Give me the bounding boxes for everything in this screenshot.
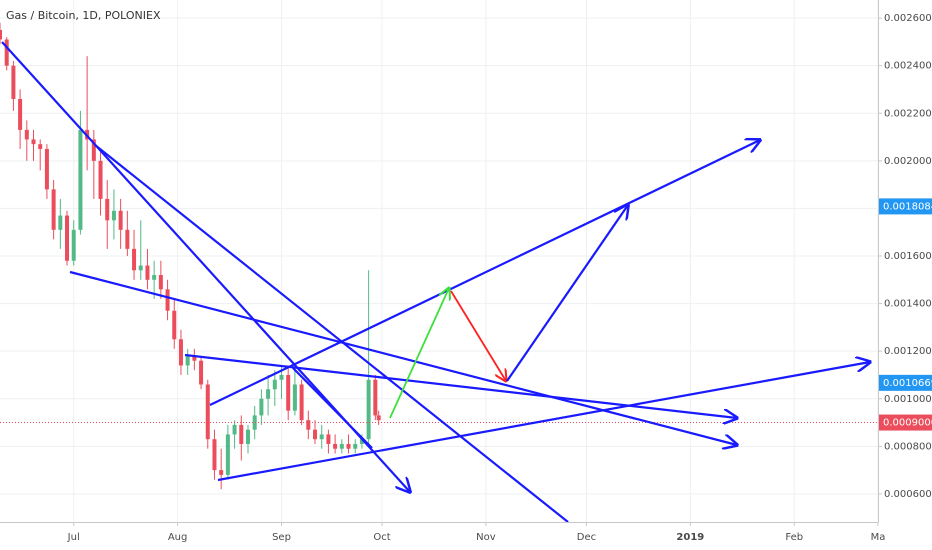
candle-body: [98, 160, 103, 199]
candle-body: [0, 29, 2, 40]
candle-body: [346, 443, 351, 449]
y-tick-label: 0.00260000: [884, 13, 932, 24]
y-tick-label: 0.00060000: [884, 489, 932, 500]
candle-body: [272, 379, 277, 390]
forecast-arrow: [506, 205, 628, 382]
price-label-box: [879, 198, 932, 215]
candle-body: [212, 439, 217, 471]
candle-body: [185, 355, 190, 366]
y-tick-label: 0.00240000: [884, 61, 932, 72]
price-label-box: [879, 414, 932, 431]
trend-line: [292, 367, 373, 449]
chart-title: Gas / Bitcoin, 1D, POLONIEX: [6, 9, 161, 22]
candle-body: [219, 470, 224, 475]
candle-body: [359, 439, 364, 444]
y-tick-label: 0.00100000: [884, 394, 932, 405]
candle-body: [205, 384, 210, 440]
candle-body: [266, 389, 271, 399]
candle-body: [299, 384, 304, 421]
candle-body: [319, 434, 324, 440]
y-tick-label: 0.00220000: [884, 108, 932, 119]
candle-body: [105, 198, 110, 221]
y-tick-label: 0.00140000: [884, 299, 932, 310]
grid: [0, 0, 879, 522]
candle-body: [306, 420, 311, 430]
candle-body: [145, 265, 150, 280]
candle-body: [138, 265, 143, 271]
candle-body: [366, 379, 371, 440]
candle-body: [78, 129, 83, 230]
y-tick-label: 0.00160000: [884, 251, 932, 262]
forecast-arrow: [389, 288, 449, 419]
candle-body: [326, 434, 331, 444]
candle-body: [232, 424, 237, 435]
x-tick-label: Ma: [871, 532, 886, 543]
candle-body: [286, 374, 291, 411]
candle-body: [333, 443, 338, 449]
candle-body: [91, 139, 96, 161]
candle-body: [239, 424, 244, 444]
candle-body: [24, 129, 29, 140]
candle-body: [178, 339, 183, 366]
candle-body: [225, 434, 230, 475]
candles: [0, 22, 878, 490]
price-label: 0.00106691: [883, 378, 932, 389]
candle-body: [111, 210, 116, 221]
x-tick-label: Oct: [373, 532, 390, 543]
x-tick-label: Sep: [272, 532, 291, 543]
candle-body: [165, 289, 170, 311]
candle-body: [313, 429, 318, 440]
candle-body: [339, 443, 344, 449]
candle-body: [44, 148, 49, 190]
candle-body: [199, 360, 204, 385]
axes: 0.00060000 0.00080000 0.00100000 0.00120000…: [67, 13, 932, 543]
trend-line: [184, 353, 737, 418]
candle-body: [353, 443, 358, 449]
candle-body: [252, 415, 257, 430]
candle-body: [18, 98, 23, 130]
x-tick-label: Dec: [577, 532, 596, 543]
candle-body: [118, 210, 123, 230]
candle-body: [51, 189, 56, 230]
candle-body: [132, 248, 137, 271]
x-tick-label: Feb: [785, 532, 803, 543]
price-label: 0.00090000: [883, 418, 932, 429]
candle-body: [4, 39, 9, 66]
candle-body: [11, 65, 16, 99]
y-tick-label: 0.00200000: [884, 156, 932, 167]
candle-body: [71, 229, 76, 261]
trend-line: [217, 362, 870, 482]
candle-body: [376, 415, 381, 421]
price-label: 0.00180848: [883, 201, 932, 212]
candle-body: [172, 310, 177, 340]
candle-body: [245, 429, 250, 444]
candle-body: [38, 144, 43, 149]
candle-body: [65, 215, 70, 261]
x-tick-label: Nov: [476, 532, 496, 543]
candle-body: [158, 275, 163, 290]
forecast-arrow: [450, 290, 506, 381]
candle-body: [125, 229, 130, 249]
candle-body: [152, 275, 157, 280]
candle-body: [192, 355, 197, 361]
x-tick-label: Aug: [168, 532, 188, 543]
price-label-box: [879, 374, 932, 391]
x-tick-label: Jul: [67, 532, 80, 543]
trend-line: [209, 140, 760, 406]
trend-line: [69, 270, 737, 445]
candle-body: [292, 384, 297, 411]
drawings: [1, 41, 870, 522]
candle-body: [259, 398, 264, 416]
x-tick-label: 2019: [676, 532, 704, 543]
candle-body: [373, 379, 378, 416]
y-tick-label: 0.00120000: [884, 346, 932, 357]
candle-body: [279, 374, 284, 380]
candle-body: [31, 139, 36, 145]
y-tick-label: 0.00080000: [884, 441, 932, 452]
trend-line: [94, 144, 569, 522]
candle-body: [58, 215, 63, 230]
